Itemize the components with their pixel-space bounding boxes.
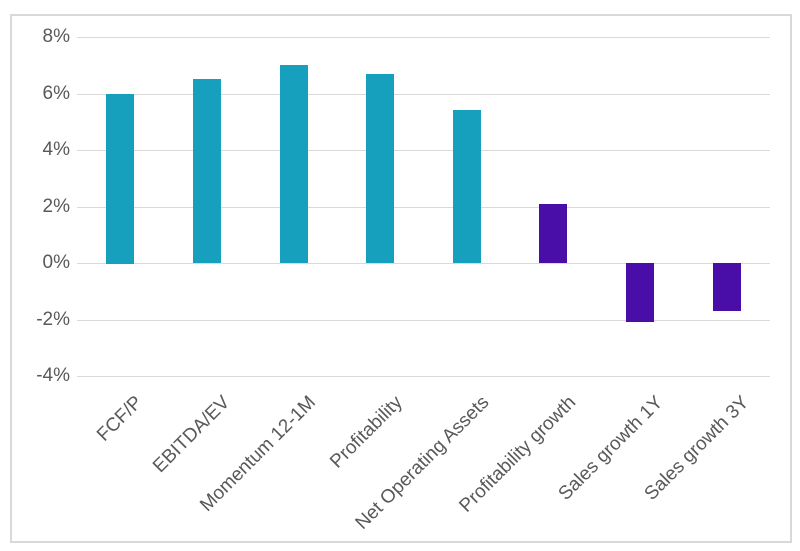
gridline [77, 320, 770, 321]
y-tick-label: 6% [42, 83, 70, 104]
y-tick-label: 4% [42, 139, 70, 160]
y-tick-label: 8% [42, 26, 70, 47]
gridline [77, 263, 770, 264]
x-category-label: FCF/P [93, 392, 148, 446]
bar [713, 263, 741, 311]
gridline [77, 37, 770, 38]
gridline [77, 94, 770, 95]
bar [626, 263, 654, 322]
gridline [77, 376, 770, 377]
gridline [77, 150, 770, 151]
bar [453, 110, 481, 263]
bar [539, 204, 567, 263]
bar [366, 74, 394, 263]
x-category-label: EBITDA/EV [148, 392, 234, 478]
gridline [77, 207, 770, 208]
y-tick-label: 2% [42, 196, 70, 217]
bar [280, 65, 308, 263]
y-tick-label: -2% [36, 309, 70, 330]
bar [193, 79, 221, 263]
x-category-label: Profitability [326, 392, 408, 473]
y-tick-label: 0% [42, 252, 70, 273]
bar [106, 94, 134, 264]
y-tick-label: -4% [36, 365, 70, 386]
